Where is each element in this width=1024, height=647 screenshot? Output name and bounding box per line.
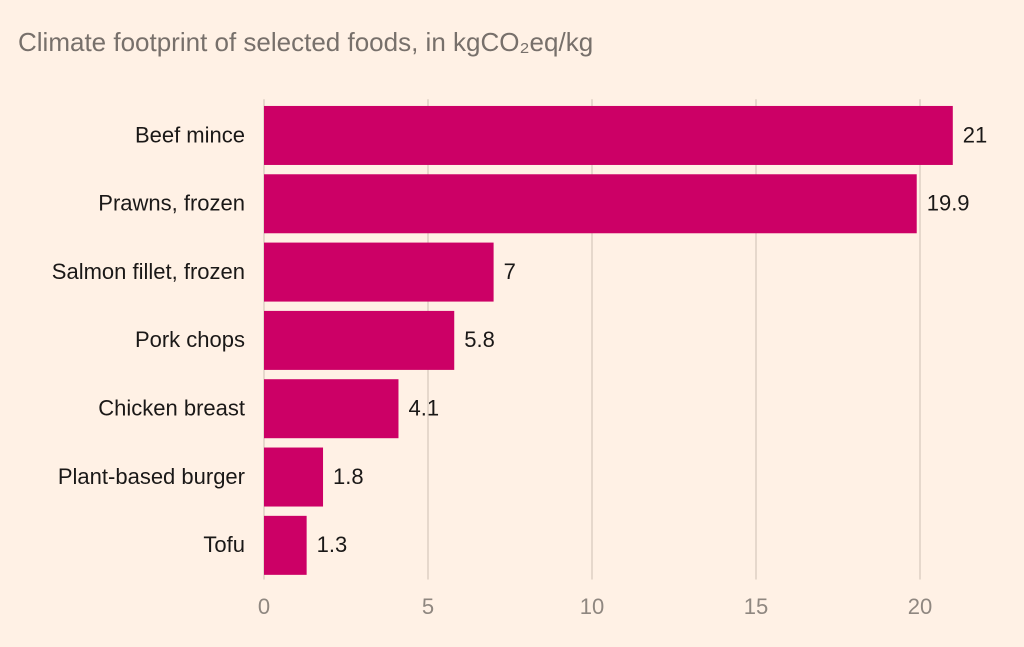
value-label: 1.8 xyxy=(333,464,364,489)
y-tick-label: Prawns, frozen xyxy=(98,191,245,216)
y-tick-label: Salmon fillet, frozen xyxy=(52,259,245,284)
value-label: 19.9 xyxy=(927,191,970,216)
y-tick-label: Chicken breast xyxy=(98,396,245,421)
y-tick-label: Plant-based burger xyxy=(58,464,245,489)
y-tick-label: Beef mince xyxy=(135,122,245,147)
y-tick-label: Pork chops xyxy=(135,327,245,352)
bar xyxy=(264,310,455,370)
bar xyxy=(264,242,494,302)
bar xyxy=(264,174,917,234)
value-label: 4.1 xyxy=(408,396,439,421)
bar xyxy=(264,515,307,575)
value-label: 1.3 xyxy=(317,532,348,557)
y-tick-label: Tofu xyxy=(203,532,245,557)
x-tick-label: 0 xyxy=(258,594,270,619)
x-tick-label: 15 xyxy=(744,594,768,619)
value-label: 5.8 xyxy=(464,327,495,352)
x-tick-label: 5 xyxy=(422,594,434,619)
chart-title: Climate footprint of selected foods, in … xyxy=(18,27,593,57)
value-label: 7 xyxy=(504,259,516,284)
bar xyxy=(264,379,399,439)
bar xyxy=(264,105,953,165)
bar xyxy=(264,447,324,507)
x-tick-label: 10 xyxy=(580,594,604,619)
value-label: 21 xyxy=(963,122,987,147)
x-tick-label: 20 xyxy=(908,594,932,619)
